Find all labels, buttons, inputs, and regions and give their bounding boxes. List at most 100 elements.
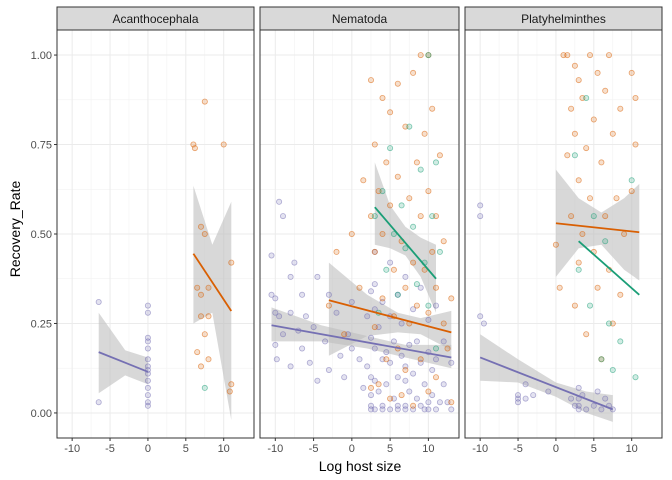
data-point-purple [371,281,378,288]
regression-line-orange [555,222,640,234]
data-point-orange [375,381,382,388]
data-point-purple [310,324,317,331]
x-tick-label: -10 [267,443,283,455]
data-point-purple [440,381,447,388]
data-point-green [632,374,639,381]
data-point-orange [579,230,586,237]
data-point-orange [564,152,571,159]
data-point-purple [371,345,378,352]
x-tick-label: -5 [309,443,319,455]
data-point-orange [628,188,635,195]
data-point-purple [279,213,286,220]
data-point-orange [617,105,624,112]
data-point-purple [568,395,575,402]
regression-line-orange [192,253,233,312]
data-point-purple [95,399,102,406]
data-point-orange [621,230,628,237]
data-point-orange [598,159,605,166]
data-point-orange [367,77,374,84]
data-point-orange [194,349,201,356]
data-point-purple [413,395,420,402]
data-point-orange [590,116,597,123]
data-point-purple [387,259,394,266]
data-point-purple [545,388,552,395]
data-point-purple [421,381,428,388]
data-point-orange [406,195,413,202]
x-tick-label: 0 [349,443,355,455]
data-point-purple [272,309,279,316]
data-point-orange [197,313,204,320]
data-point-purple [341,374,348,381]
data-point-orange [228,259,235,266]
data-point-purple [144,345,151,352]
data-point-purple [144,302,151,309]
data-point-orange [594,69,601,76]
data-point-purple [387,406,394,413]
data-point-orange [205,284,212,291]
data-point-orange [387,395,394,402]
data-point-green [371,213,378,220]
data-point-orange [575,177,582,184]
data-point-orange [228,381,235,388]
data-point-orange [571,302,578,309]
data-point-orange [602,213,609,220]
data-point-purple [436,399,443,406]
data-point-purple [410,370,417,377]
data-point-orange [197,363,204,370]
data-point-orange [402,284,409,291]
panel-border [259,29,460,439]
data-point-green [410,223,417,230]
data-point-purple [429,392,436,399]
data-point-orange [379,230,386,237]
data-point-green [413,281,420,288]
y-tick-label: 0.25 [31,318,52,330]
data-point-orange [341,331,348,338]
x-tick-label: 10 [626,443,638,455]
data-point-purple [515,399,522,406]
data-point-purple [383,349,390,356]
data-point-green [201,384,208,391]
data-point-green [425,302,432,309]
data-point-orange [325,302,332,309]
data-point-orange [390,266,397,273]
y-tick-label: 0.00 [31,408,52,420]
data-point-orange [429,105,436,112]
data-point-green [398,202,405,209]
confidence-band-purple [480,334,613,422]
data-point-purple [387,359,394,366]
data-point-purple [383,381,390,388]
data-point-purple [598,406,605,413]
data-point-orange [371,248,378,255]
data-point-green [406,123,413,130]
regression-line-green [578,240,640,296]
data-point-green [606,320,613,327]
data-point-orange [367,384,374,391]
data-point-purple [406,388,413,395]
data-point-green [432,345,439,352]
facet-panel-acanthocephala: Acanthocephala -10 -5 0 5 10 0.00 0.25 0.50 0.75 1… [31,6,255,455]
data-point-purple [477,213,484,220]
data-point-purple [268,252,275,259]
data-point-orange [594,284,601,291]
data-point-purple [402,273,409,280]
data-point-orange [413,302,420,309]
data-point-orange [575,259,582,266]
data-point-purple [287,309,294,316]
data-point-purple [417,402,424,409]
data-point-purple [371,406,378,413]
x-tick-label: 5 [387,443,393,455]
regression-line-purple [98,351,149,373]
data-point-purple [356,356,363,363]
data-point-purple [398,320,405,327]
data-point-green [590,213,597,220]
y-tick-label: 0.50 [31,229,52,241]
facet-panel-platyhelminthes: Platyhelminthes -10 -5 0 5 10 [464,6,663,455]
data-point-purple [144,309,151,316]
data-point-purple [367,288,374,295]
data-point-purple [367,402,374,409]
data-point-orange [356,284,363,291]
data-point-orange [628,69,635,76]
x-tick-label: -10 [64,443,80,455]
data-point-purple [594,388,601,395]
